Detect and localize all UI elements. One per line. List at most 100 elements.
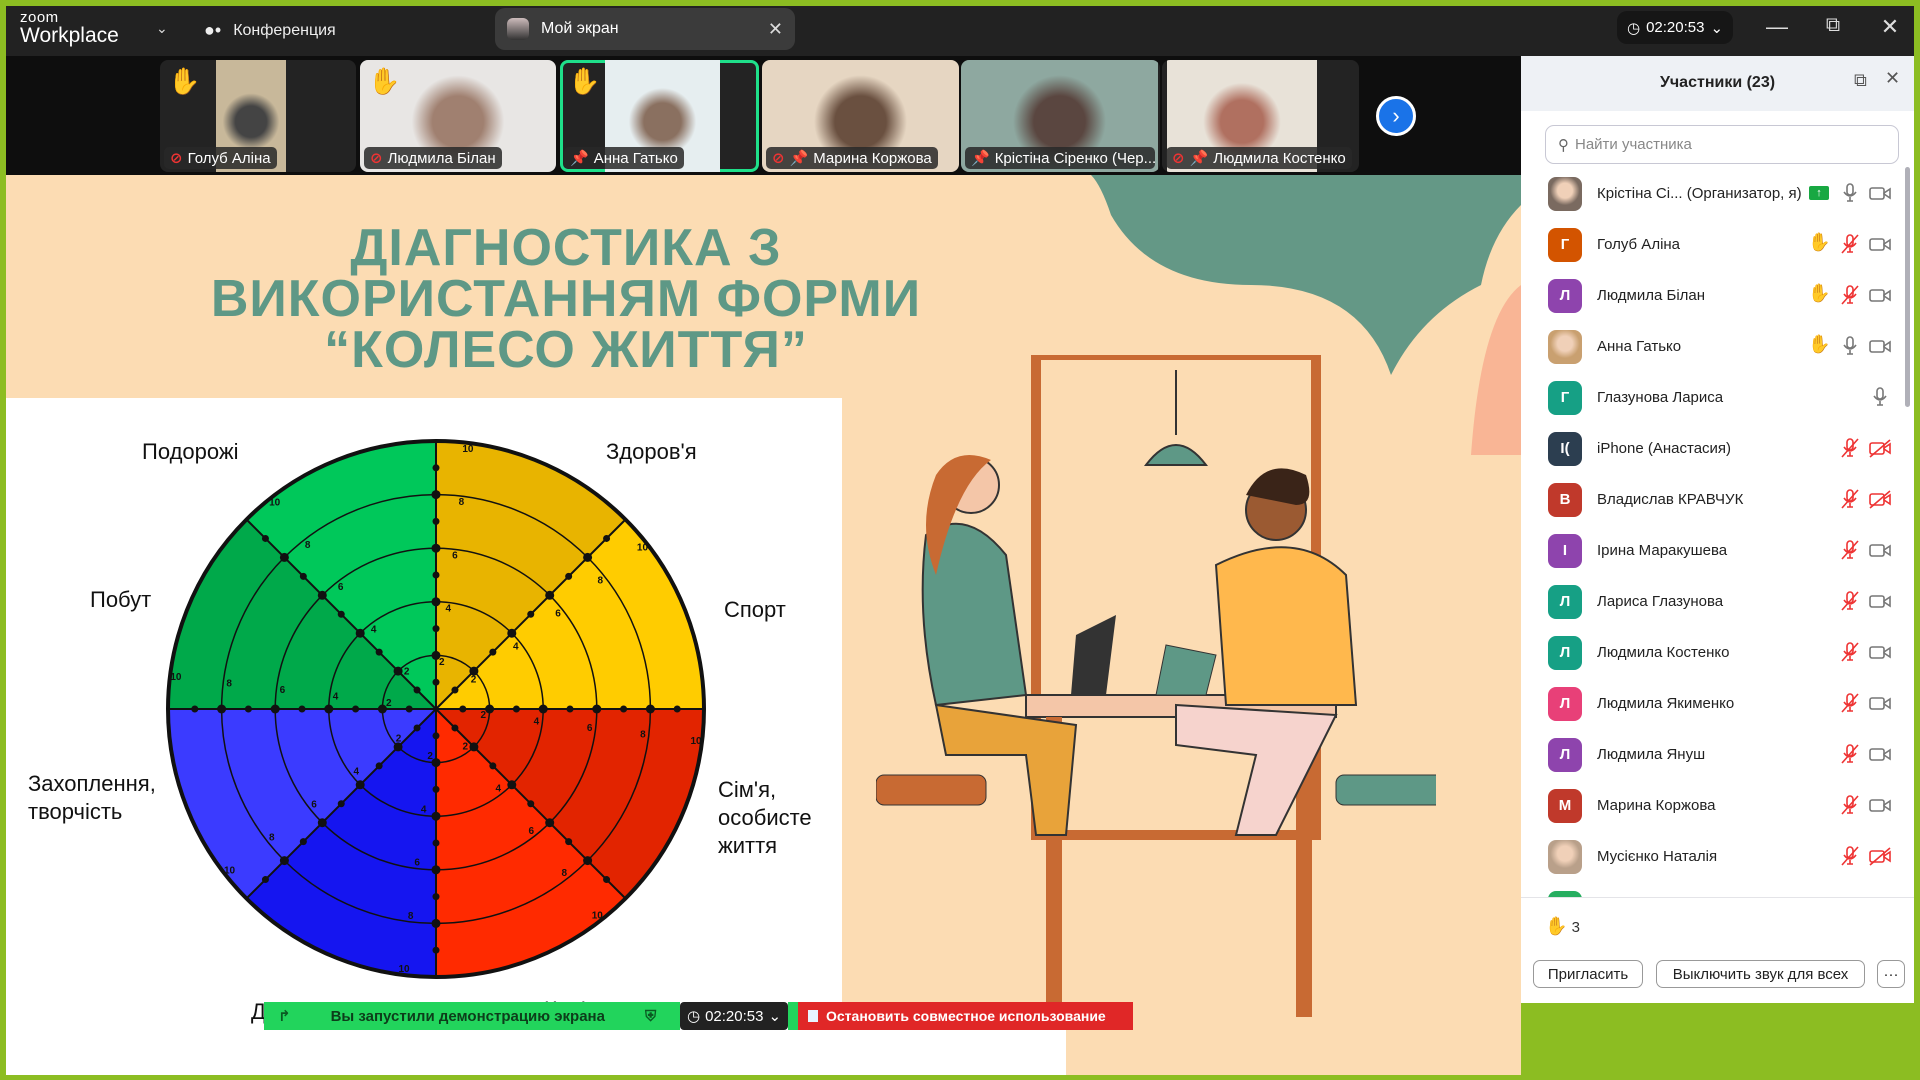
wheel-dot (337, 610, 345, 618)
next-page-button[interactable]: › (1376, 96, 1416, 136)
mic-muted-icon[interactable] (1839, 641, 1861, 663)
mic-muted-icon[interactable] (1839, 233, 1861, 255)
participant-row[interactable]: I(iPhone (Анастасия) (1521, 423, 1901, 474)
mic-muted-icon[interactable] (1839, 692, 1861, 714)
chevron-down-icon[interactable]: ⌄ (156, 20, 168, 36)
label-family: Сім'я, особисте життя (718, 777, 812, 858)
camera-icon[interactable] (1869, 182, 1891, 204)
wheel-dot (352, 705, 360, 713)
video-tile[interactable]: ✋ ⊘ Людмила Білан (360, 60, 556, 172)
participant-row[interactable]: Л Людмила Януш (1521, 729, 1901, 780)
wheel-dot (603, 876, 611, 884)
camera-icon[interactable] (1869, 233, 1891, 255)
wheel-scale-label: 2 (439, 657, 445, 668)
camera-icon[interactable] (1869, 692, 1891, 714)
scrollbar[interactable] (1905, 167, 1910, 407)
mic-muted-icon[interactable] (1839, 437, 1861, 459)
label-hobbies: Захоплення, творчість (28, 771, 156, 824)
raised-hand-icon: ✋ (168, 66, 201, 96)
mic-icon[interactable] (1869, 386, 1891, 408)
video-tile[interactable]: ✋ ⊘ Голуб Аліна (160, 60, 356, 172)
wheel-sector (436, 709, 704, 899)
wheel-dot (431, 650, 441, 660)
camera-icon[interactable] (1869, 794, 1891, 816)
meeting-tab[interactable]: ●• Конференция (204, 20, 336, 40)
popout-icon[interactable]: ⧉ (1854, 70, 1867, 90)
more-button[interactable]: ··· (1877, 960, 1905, 988)
my-screen-tab[interactable]: Мой экран ✕ (495, 8, 795, 50)
participant-row[interactable]: Л Лариса Глазунова (1521, 576, 1901, 627)
minimize-button[interactable]: — (1766, 14, 1788, 39)
wheel-scale-label: 2 (396, 733, 402, 744)
wheel-sector (246, 441, 436, 709)
participant-row[interactable]: М Марина Коржова (1521, 780, 1901, 831)
zoom-logo: zoom Workplace (20, 9, 119, 47)
mic-muted-icon[interactable] (1839, 284, 1861, 306)
share-timer[interactable]: ◷ 02:20:53 ⌄ (680, 1002, 788, 1030)
close-window-button[interactable]: ✕ (1880, 14, 1900, 39)
wheel-scale-label: 4 (353, 766, 359, 777)
wheel-scale-label: 8 (597, 576, 603, 587)
sharing-icon: ↑ (1809, 186, 1829, 200)
wheel-dot (489, 648, 497, 656)
restore-button[interactable]: ⧉ (1825, 14, 1841, 36)
camera-off-icon[interactable] (1869, 488, 1891, 510)
video-tile[interactable]: ✋ 📌 Анна Гатько (560, 60, 759, 172)
mute-all-button[interactable]: Выключить звук для всех (1656, 960, 1865, 988)
mic-muted-icon[interactable] (1839, 743, 1861, 765)
participant-row[interactable]: В Владислав КРАВЧУК (1521, 474, 1901, 525)
wheel-dot (432, 517, 440, 525)
wheel-scale-label: 4 (496, 784, 502, 795)
participant-row[interactable]: Л Людмила Білан ✋ (1521, 270, 1901, 321)
stop-share-button[interactable]: Остановить совместное использование (798, 1002, 1133, 1030)
participant-row[interactable]: Л Людмила Якименко (1521, 678, 1901, 729)
participant-row[interactable]: Л Людмила Костенко (1521, 627, 1901, 678)
shared-screen: ДІАГНОСТИКА З ВИКОРИСТАННЯМ ФОРМИ “КОЛЕС… (6, 175, 1521, 1030)
participant-row[interactable]: Крістіна Сі... (Организатор, я) ↑ (1521, 168, 1901, 219)
mic-icon[interactable] (1839, 182, 1861, 204)
camera-icon[interactable] (1869, 539, 1891, 561)
close-icon[interactable]: ✕ (1885, 68, 1901, 88)
camera-off-icon[interactable] (1869, 437, 1891, 459)
search-participant-input[interactable]: ⚲ Найти участника (1545, 125, 1899, 164)
participant-row[interactable]: Г Глазунова Лариса (1521, 372, 1901, 423)
wheel-dot (432, 732, 440, 740)
camera-icon[interactable] (1869, 284, 1891, 306)
mic-muted-icon[interactable] (1839, 794, 1861, 816)
participant-row[interactable]: Анна Гатько ✋ (1521, 321, 1901, 372)
video-tile[interactable]: ⊘ 📌 Людмила Костенко (1162, 60, 1359, 172)
raised-hand-icon: ✋ (1545, 916, 1568, 936)
video-tile[interactable]: 📌 Крістіна Сіренко (Чер... (961, 60, 1160, 172)
wheel-dot (355, 628, 365, 638)
participant-row[interactable]: Мусієнко Наталія (1521, 831, 1901, 882)
wheel-scale-label: 10 (170, 672, 182, 683)
wheel-dot (431, 811, 441, 821)
search-icon: ⚲ (1558, 136, 1569, 154)
wheel-sector (168, 519, 436, 709)
participant-row[interactable]: І Ірина Маракушева (1521, 525, 1901, 576)
participant-row[interactable]: ММусієнко Наталія Юріївна (1521, 882, 1901, 897)
wheel-sector (436, 519, 704, 709)
mic-muted-icon[interactable] (1839, 590, 1861, 612)
invite-button[interactable]: Пригласить (1533, 960, 1643, 988)
panel-title: Участники (23) (1659, 74, 1776, 91)
avatar: Л (1548, 686, 1582, 721)
meeting-timer[interactable]: ◷ 02:20:53 ⌄ (1617, 11, 1733, 44)
participant-row[interactable]: Г Голуб Аліна ✋ (1521, 219, 1901, 270)
video-tile[interactable]: ⊘ 📌 Марина Коржова (762, 60, 959, 172)
mic-muted-icon: ⊘ (370, 150, 383, 167)
camera-icon[interactable] (1869, 743, 1891, 765)
raised-hand-icon: ✋ (1808, 334, 1831, 354)
camera-icon[interactable] (1869, 590, 1891, 612)
wheel-dot (527, 800, 535, 808)
wheel-dot (545, 818, 555, 828)
camera-icon[interactable] (1869, 335, 1891, 357)
close-icon[interactable]: ✕ (767, 18, 783, 39)
mic-muted-icon[interactable] (1839, 488, 1861, 510)
mic-muted-icon[interactable] (1839, 539, 1861, 561)
camera-off-icon[interactable] (1869, 845, 1891, 867)
camera-icon[interactable] (1869, 641, 1891, 663)
mic-icon[interactable] (1839, 335, 1861, 357)
mic-muted-icon[interactable] (1839, 845, 1861, 867)
share-status[interactable]: ↱ Вы запустили демонстрацию экрана ⛨ (264, 1002, 680, 1030)
